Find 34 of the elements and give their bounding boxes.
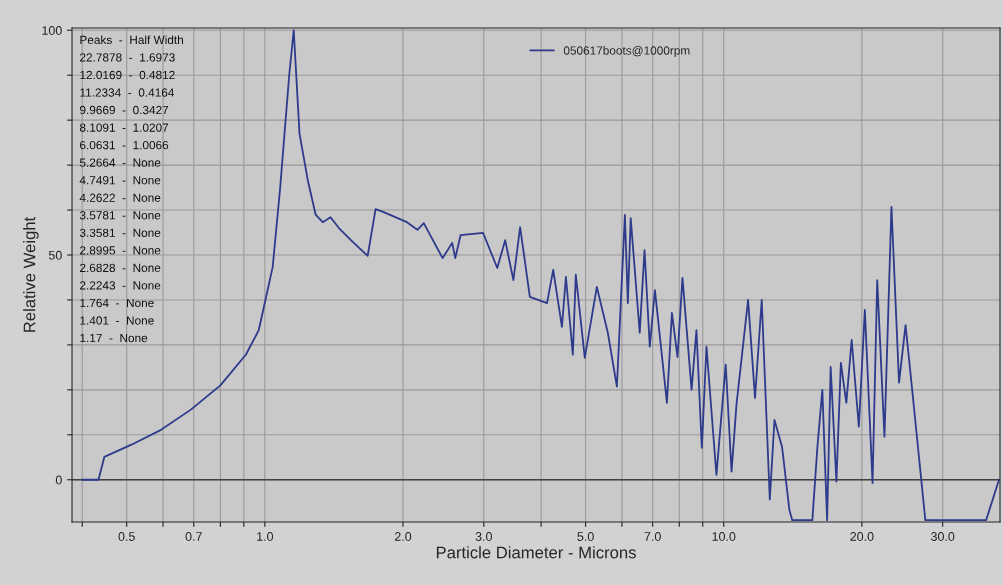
annotation: 2.6828 - None (80, 263, 161, 273)
annotation: 22.7878 - 1.6973 (80, 53, 175, 62)
x-tick-label: 20.0 (850, 532, 874, 541)
annotation: 1.401 - None (80, 316, 154, 325)
annotation: 1.764 - None (80, 298, 154, 308)
y-tick-label: 100 (42, 26, 62, 35)
y-axis-title: Relative Weight (23, 216, 39, 332)
x-tick-label: 30.0 (931, 532, 955, 541)
annotation: 4.7491 - None (79, 176, 161, 185)
x-axis-title: Particle Diameter - Microns (436, 546, 636, 559)
annotation: 2.2243 - None (80, 281, 161, 290)
x-tick-label: 2.0 (394, 532, 412, 541)
annotation: 6.0631 - 1.0066 (80, 140, 169, 150)
annotation: 3.5781 - None (79, 211, 161, 220)
x-tick-label: 0.5 (118, 532, 135, 541)
x-tick-label: 1.0 (257, 532, 274, 541)
annotation: 5.2664 - None (79, 158, 161, 167)
annotation: 12.0169 - 0.4812 (80, 70, 175, 80)
x-tick-label: 10.0 (712, 532, 736, 541)
x-tick-label: 7.0 (644, 532, 661, 541)
annotation: 3.3581 - None (79, 228, 161, 237)
x-tick-label: 0.7 (185, 532, 202, 541)
annotation: Peaks - Half Width (80, 35, 183, 45)
annotation: 1.17 - None (80, 333, 148, 343)
legend-label: 050617boots@1000rpm (563, 46, 690, 58)
annotation: 2.8995 - None (80, 246, 161, 255)
annotation: 4.2622 - None (79, 193, 161, 202)
x-tick-label: 5.0 (577, 532, 594, 541)
y-tick-label: 50 (48, 250, 62, 260)
annotation: 9.9669 - 0.3427 (79, 105, 169, 115)
annotation: 8.1091 - 1.0207 (79, 123, 169, 132)
annotation: 11.2334 - 0.4164 (80, 88, 175, 97)
x-tick-label: 3.0 (475, 532, 492, 541)
y-tick-label: 0 (55, 475, 62, 485)
